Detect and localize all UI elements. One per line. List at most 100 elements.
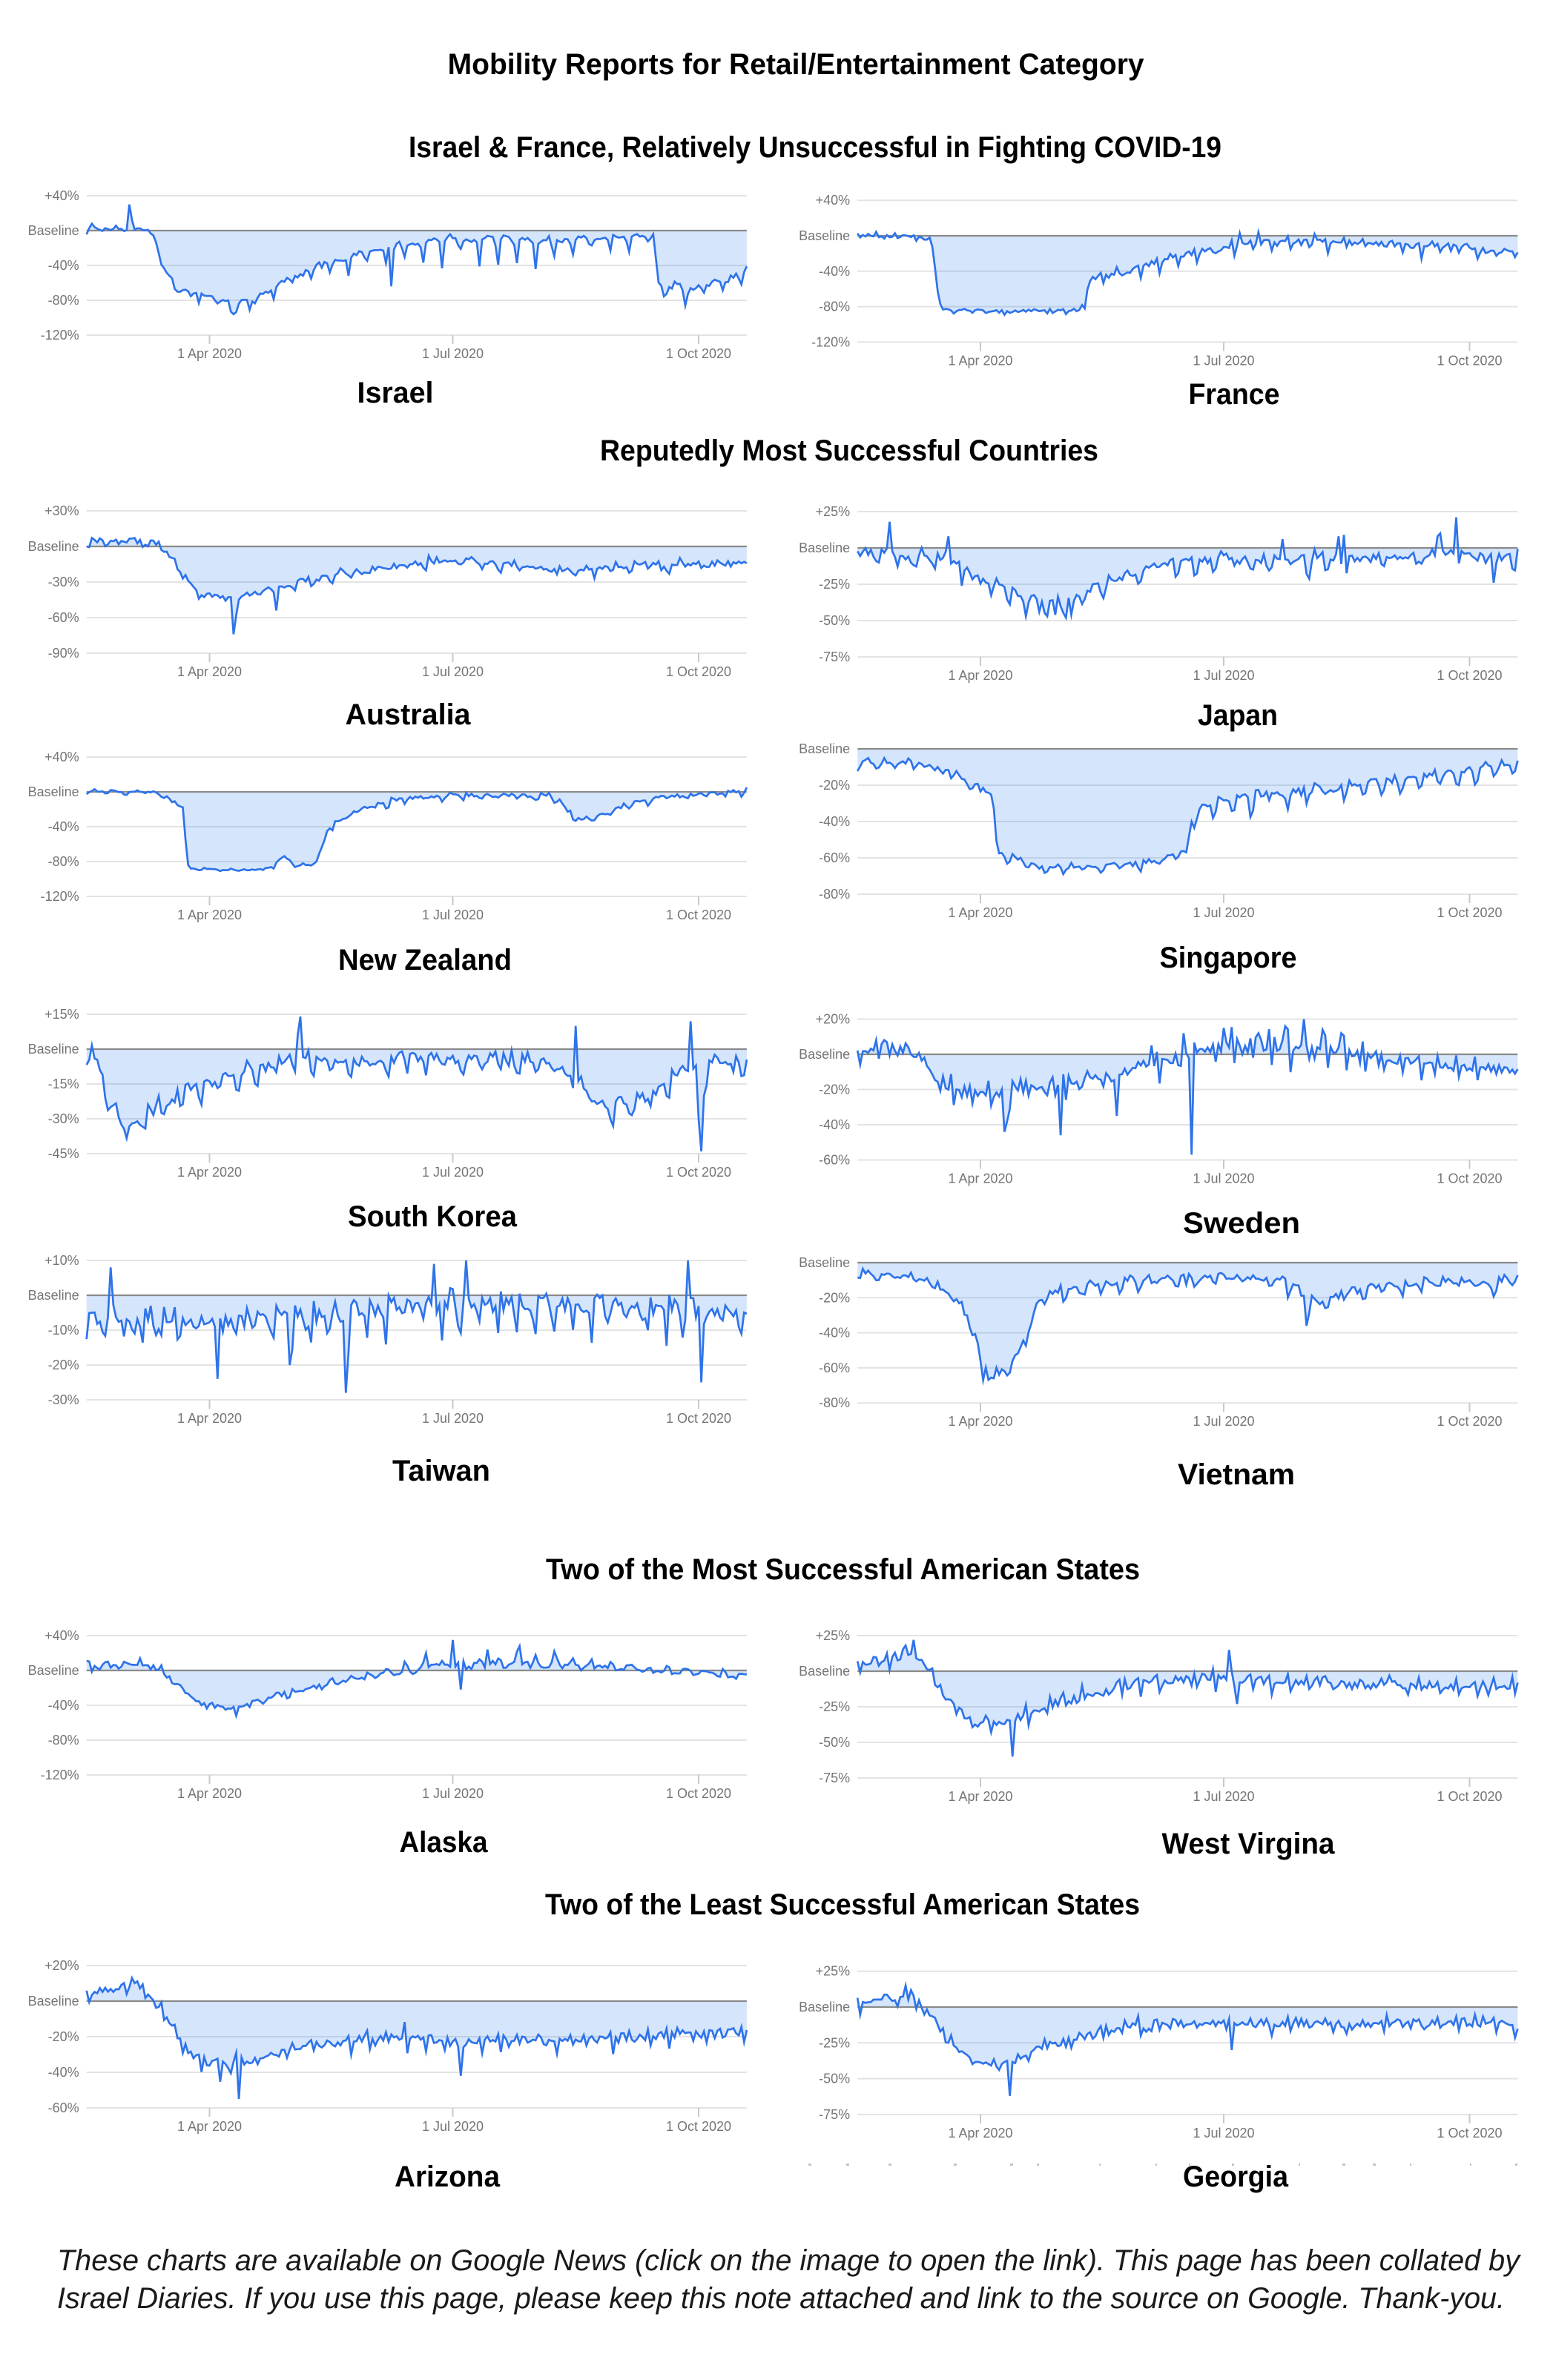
svg-text:-50%: -50% bbox=[819, 1735, 850, 1750]
svg-text:Sweden: Sweden bbox=[1183, 1207, 1300, 1240]
svg-text:1 Oct 2020: 1 Oct 2020 bbox=[666, 1786, 731, 1801]
svg-text:Baseline: Baseline bbox=[28, 1042, 79, 1057]
svg-text:-20%: -20% bbox=[48, 1358, 79, 1372]
svg-text:-120%: -120% bbox=[41, 1768, 79, 1782]
svg-text:1 Oct 2020: 1 Oct 2020 bbox=[1437, 668, 1502, 683]
svg-text:-75%: -75% bbox=[819, 1771, 850, 1785]
svg-text:-90%: -90% bbox=[48, 646, 79, 661]
svg-text:1 Apr 2020: 1 Apr 2020 bbox=[948, 668, 1012, 683]
svg-text:Baseline: Baseline bbox=[799, 228, 850, 243]
svg-text:Singapore: Singapore bbox=[1160, 942, 1297, 974]
svg-text:-45%: -45% bbox=[48, 1146, 79, 1161]
svg-text:1 Apr 2020: 1 Apr 2020 bbox=[177, 664, 242, 679]
svg-text:1 Apr 2020: 1 Apr 2020 bbox=[177, 1786, 242, 1801]
svg-text:-20%: -20% bbox=[48, 2029, 79, 2044]
svg-text:Israel & France, Relatively Un: Israel & France, Relatively Unsuccessful… bbox=[409, 131, 1221, 164]
svg-text:-10%: -10% bbox=[48, 1323, 79, 1338]
svg-text:-120%: -120% bbox=[41, 889, 79, 904]
svg-text:Australia: Australia bbox=[346, 698, 472, 731]
svg-text:+40%: +40% bbox=[44, 1628, 79, 1643]
svg-text:-60%: -60% bbox=[48, 610, 79, 625]
svg-text:1 Jul 2020: 1 Jul 2020 bbox=[422, 664, 484, 679]
svg-text:-75%: -75% bbox=[819, 2107, 850, 2122]
svg-text:-30%: -30% bbox=[48, 575, 79, 589]
svg-text:Vietnam: Vietnam bbox=[1178, 1458, 1295, 1491]
svg-text:+40%: +40% bbox=[816, 193, 851, 208]
svg-text:Georgia: Georgia bbox=[1183, 2161, 1289, 2193]
svg-text:Baseline: Baseline bbox=[28, 1288, 79, 1303]
svg-text:Mobility Reports for Retail/En: Mobility Reports for Retail/Entertainmen… bbox=[448, 48, 1145, 81]
svg-text:Two of the Most Successful Ame: Two of the Most Successful American Stat… bbox=[546, 1553, 1140, 1586]
svg-text:+25%: +25% bbox=[816, 504, 851, 519]
svg-text:1 Jul 2020: 1 Jul 2020 bbox=[1193, 668, 1254, 683]
svg-text:1 Jul 2020: 1 Jul 2020 bbox=[1193, 353, 1254, 368]
svg-text:Reputedly Most Successful Coun: Reputedly Most Successful Countries bbox=[600, 434, 1098, 467]
svg-text:1 Apr 2020: 1 Apr 2020 bbox=[948, 1789, 1012, 1804]
svg-text:-60%: -60% bbox=[819, 1361, 850, 1375]
svg-text:1 Jul 2020: 1 Jul 2020 bbox=[422, 908, 484, 922]
svg-text:1 Jul 2020: 1 Jul 2020 bbox=[1193, 1414, 1254, 1429]
svg-text:+40%: +40% bbox=[44, 188, 79, 203]
svg-text:Baseline: Baseline bbox=[28, 539, 79, 554]
svg-text:Baseline: Baseline bbox=[799, 1047, 850, 1062]
svg-text:-80%: -80% bbox=[819, 887, 850, 902]
svg-text:1 Oct 2020: 1 Oct 2020 bbox=[1437, 2126, 1502, 2141]
svg-text:1 Apr 2020: 1 Apr 2020 bbox=[948, 1414, 1012, 1429]
svg-text:-25%: -25% bbox=[819, 2035, 850, 2050]
svg-text:+20%: +20% bbox=[816, 1012, 851, 1027]
svg-text:-40%: -40% bbox=[819, 264, 850, 279]
svg-text:1 Jul 2020: 1 Jul 2020 bbox=[1193, 1171, 1254, 1186]
svg-text:1 Apr 2020: 1 Apr 2020 bbox=[177, 1411, 242, 1426]
svg-text:Baseline: Baseline bbox=[28, 1663, 79, 1678]
svg-text:1 Oct 2020: 1 Oct 2020 bbox=[666, 664, 731, 679]
svg-text:1 Apr 2020: 1 Apr 2020 bbox=[177, 908, 242, 922]
svg-text:Baseline: Baseline bbox=[799, 741, 850, 756]
svg-text:New Zealand: New Zealand bbox=[338, 944, 512, 976]
svg-text:-60%: -60% bbox=[819, 1153, 850, 1168]
svg-text:1 Oct 2020: 1 Oct 2020 bbox=[666, 346, 731, 361]
svg-text:1 Jul 2020: 1 Jul 2020 bbox=[422, 1411, 484, 1426]
svg-text:-30%: -30% bbox=[48, 1392, 79, 1407]
svg-text:South Korea: South Korea bbox=[348, 1200, 518, 1233]
svg-text:-80%: -80% bbox=[48, 1733, 79, 1748]
svg-text:Baseline: Baseline bbox=[28, 784, 79, 799]
svg-text:-75%: -75% bbox=[819, 649, 850, 664]
svg-text:Baseline: Baseline bbox=[799, 1664, 850, 1679]
svg-text:1 Apr 2020: 1 Apr 2020 bbox=[177, 346, 242, 361]
svg-text:-15%: -15% bbox=[48, 1077, 79, 1091]
svg-text:1 Oct 2020: 1 Oct 2020 bbox=[1437, 905, 1502, 920]
svg-text:Baseline: Baseline bbox=[799, 1255, 850, 1270]
svg-text:Japan: Japan bbox=[1198, 699, 1278, 732]
svg-text:1 Oct 2020: 1 Oct 2020 bbox=[1437, 1789, 1502, 1804]
svg-text:-80%: -80% bbox=[819, 300, 850, 314]
svg-text:1 Jul 2020: 1 Jul 2020 bbox=[1193, 2126, 1254, 2141]
svg-text:-80%: -80% bbox=[48, 293, 79, 308]
svg-text:-40%: -40% bbox=[819, 814, 850, 829]
svg-text:1 Apr 2020: 1 Apr 2020 bbox=[948, 2126, 1012, 2141]
svg-text:1 Jul 2020: 1 Jul 2020 bbox=[1193, 1789, 1254, 1804]
svg-text:-50%: -50% bbox=[819, 613, 850, 628]
svg-text:1 Apr 2020: 1 Apr 2020 bbox=[177, 1165, 242, 1180]
svg-text:1 Apr 2020: 1 Apr 2020 bbox=[948, 353, 1012, 368]
svg-text:Israel Diaries. If you use thi: Israel Diaries. If you use this page, pl… bbox=[57, 2282, 1505, 2315]
svg-text:Taiwan: Taiwan bbox=[392, 1455, 490, 1487]
svg-text:+10%: +10% bbox=[44, 1253, 79, 1268]
svg-text:Baseline: Baseline bbox=[799, 541, 850, 555]
svg-text:1 Oct 2020: 1 Oct 2020 bbox=[666, 908, 731, 922]
svg-text:-30%: -30% bbox=[48, 1111, 79, 1126]
svg-text:France: France bbox=[1189, 378, 1280, 411]
svg-text:-120%: -120% bbox=[811, 334, 850, 349]
svg-text:Baseline: Baseline bbox=[28, 223, 79, 238]
svg-text:Israel: Israel bbox=[357, 377, 434, 409]
svg-text:Alaska: Alaska bbox=[400, 1826, 489, 1859]
svg-text:1 Jul 2020: 1 Jul 2020 bbox=[1193, 905, 1254, 920]
svg-text:-20%: -20% bbox=[819, 778, 850, 793]
svg-text:+40%: +40% bbox=[44, 750, 79, 764]
svg-text:-40%: -40% bbox=[819, 1117, 850, 1132]
svg-text:-40%: -40% bbox=[48, 1698, 79, 1713]
svg-text:1 Jul 2020: 1 Jul 2020 bbox=[422, 1786, 484, 1801]
svg-text:Two of the Least Successful Am: Two of the Least Successful American Sta… bbox=[545, 1888, 1140, 1921]
svg-text:-25%: -25% bbox=[819, 577, 850, 592]
svg-text:1 Oct 2020: 1 Oct 2020 bbox=[666, 1165, 731, 1180]
svg-text:-80%: -80% bbox=[48, 854, 79, 869]
